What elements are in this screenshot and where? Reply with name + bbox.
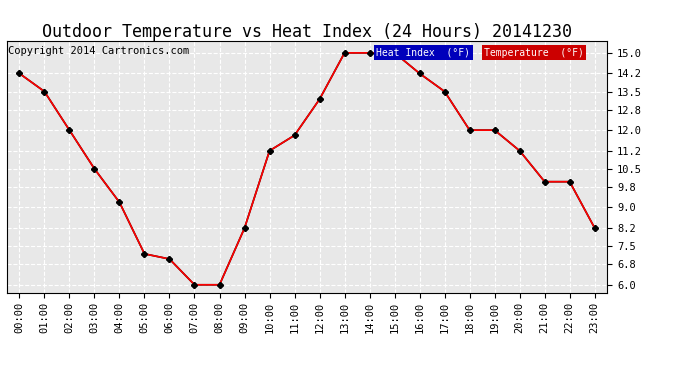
Text: Heat Index  (°F): Heat Index (°F): [376, 48, 470, 57]
Title: Outdoor Temperature vs Heat Index (24 Hours) 20141230: Outdoor Temperature vs Heat Index (24 Ho…: [42, 23, 572, 41]
Text: Temperature  (°F): Temperature (°F): [484, 48, 584, 57]
Text: Copyright 2014 Cartronics.com: Copyright 2014 Cartronics.com: [8, 46, 190, 56]
